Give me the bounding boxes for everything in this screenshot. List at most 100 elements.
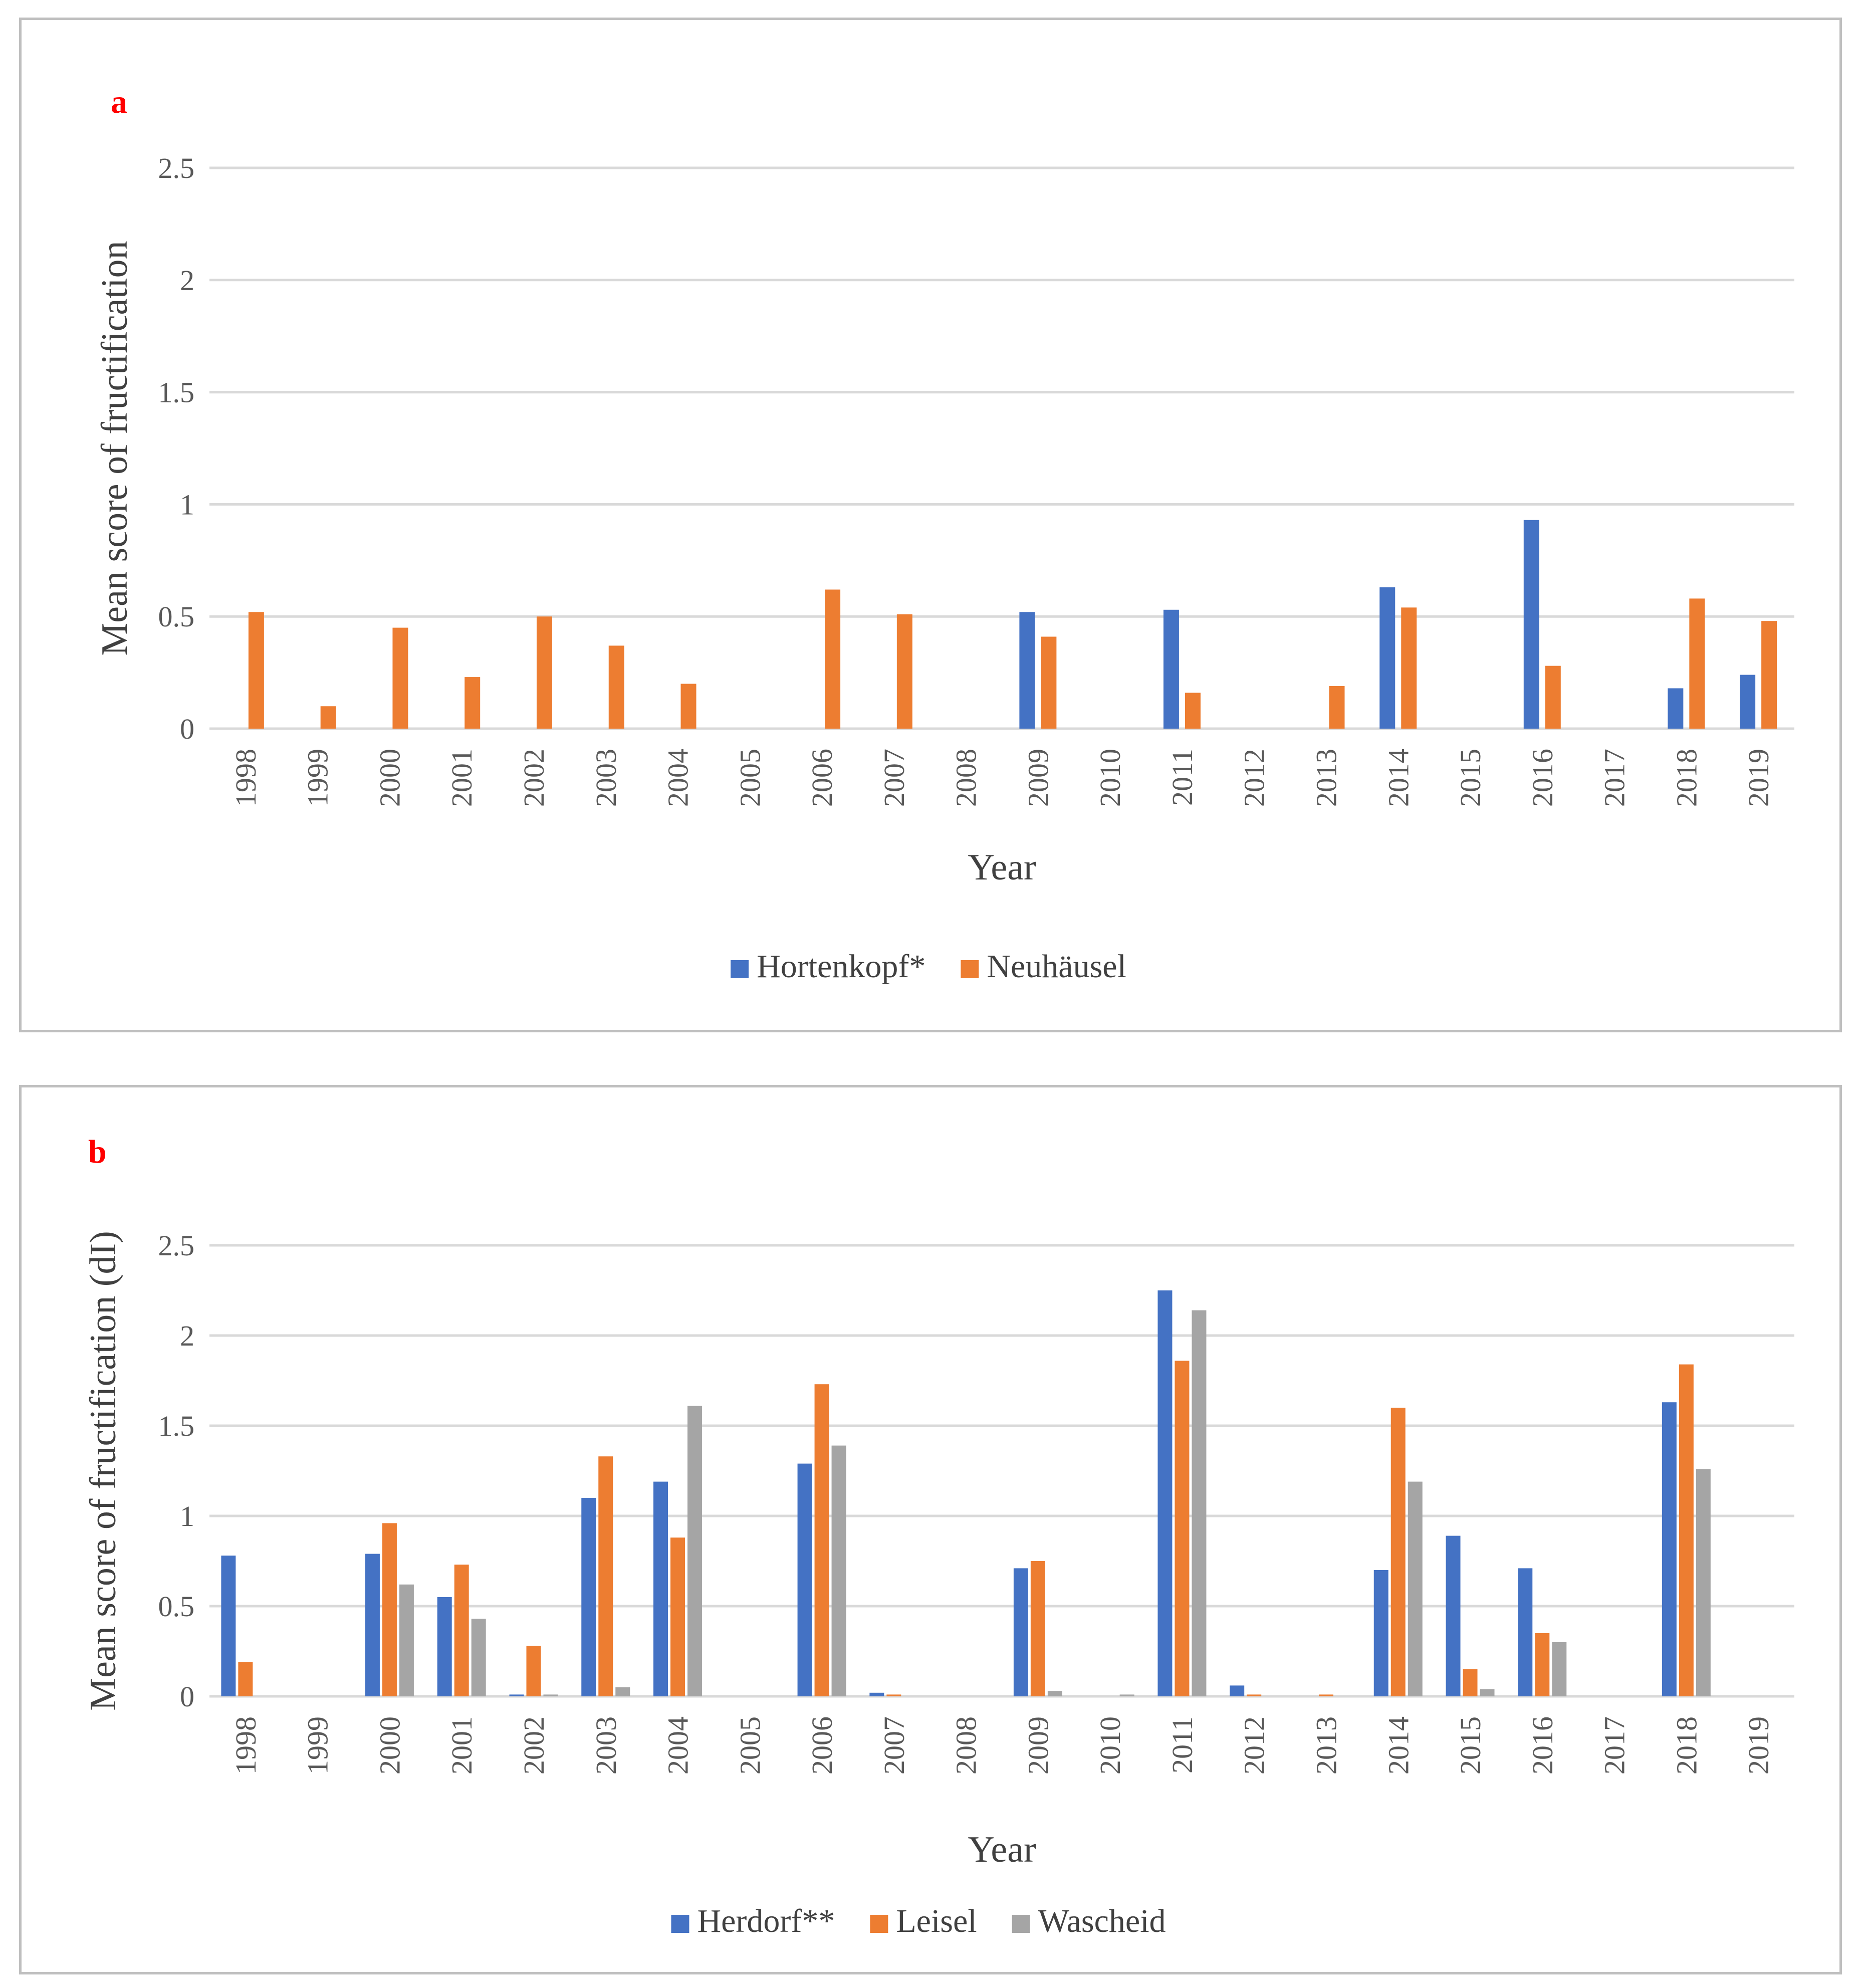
chart-b-bar-leisel-2014 [1390,1408,1406,1696]
chart-a-y-tick-label: 2 [180,264,194,297]
chart-a-y-tick-label: 2.5 [158,152,195,184]
chart-a-legend-label: Neuhäusel [987,948,1126,985]
chart-b-bar-leisel-2015 [1463,1669,1478,1696]
chart-b-x-tick-label: 2001 [445,1716,478,1775]
chart-b-y-tick-label: 2 [180,1319,194,1352]
chart-a-legend-item: Neuhäusel [961,948,1126,985]
chart-b-y-tick-label: 1.5 [158,1410,195,1442]
chart-b-legend-label: Herdorf** [697,1903,835,1939]
chart-a-bar-neuhusel-2011 [1185,693,1201,729]
chart-a-bar-hortenkopf-2019 [1740,675,1756,729]
chart-a-bar-neuhusel-2009 [1041,636,1057,729]
chart-b-bar-wascheid-2002 [543,1694,558,1696]
chart-a-bar-neuhusel-2006 [825,589,841,729]
chart-a-y-tick-label: 1 [180,488,194,521]
bar-chart-a: a 0 0.5 1 1.5 2 2.5 1998 1999 2000 2001 2002 2003 200… [94,84,1794,985]
chart-b-y-tick-label: 1 [180,1500,194,1532]
chart-a-x-tick-label: 2006 [806,749,838,807]
chart-b-bar-herdorf-2000 [365,1554,380,1696]
chart-b-bar-leisel-2013 [1318,1694,1333,1696]
chart-b-x-tick-label: 2012 [1238,1716,1271,1775]
chart-a-x-tick-label: 2011 [1166,749,1199,806]
chart-b-x-tick-label: 2018 [1670,1716,1703,1775]
chart-b-bar-wascheid-2016 [1552,1642,1567,1696]
chart-a-y-tick-label: 0 [180,713,194,745]
chart-panel-a: a 0 0.5 1 1.5 2 2.5 1998 1999 2000 2001 2002 2003 200… [19,18,1842,1032]
chart-b-bar-herdorf-2011 [1157,1290,1173,1696]
chart-b-bar-wascheid-2009 [1047,1691,1062,1696]
chart-a-legend-label: Hortenkopf* [757,948,925,985]
chart-b-x-tick-label: 2016 [1526,1716,1559,1775]
chart-a-x-tick-label: 2009 [1022,749,1054,807]
chart-b-bar-herdorf-1998 [221,1556,236,1696]
chart-b-x-tick-label: 2004 [662,1716,694,1775]
chart-b-legend-swatch [1012,1915,1030,1933]
chart-a-x-tick-label: 1999 [302,749,334,807]
chart-a-legend-swatch [731,960,749,978]
chart-b-bar-leisel-2007 [886,1694,901,1696]
chart-b-panel-letter: b [88,1134,107,1170]
chart-b-x-tick-label: 2006 [806,1716,838,1775]
chart-b-bar-herdorf-2002 [509,1694,524,1696]
chart-a-bar-neuhusel-2014 [1401,607,1417,729]
chart-b-bar-wascheid-2018 [1696,1469,1711,1696]
chart-b-bar-wascheid-2003 [615,1687,630,1696]
chart-a-x-tick-label: 2018 [1670,749,1703,807]
chart-a-x-tick-label: 2008 [950,749,983,807]
chart-b-bar-leisel-2011 [1175,1361,1190,1696]
chart-b-x-tick-label: 2002 [518,1716,550,1775]
chart-b-x-tick-label: 2010 [1094,1716,1126,1775]
chart-b-x-tick-label: 2017 [1598,1716,1631,1775]
chart-a-x-tick-label: 2007 [878,749,910,807]
chart-a-y-tick-label: 0.5 [158,600,195,633]
chart-b-bar-herdorf-2007 [869,1692,884,1696]
chart-b-x-tick-label: 2013 [1310,1716,1342,1775]
chart-a-legend-item: Hortenkopf* [731,948,925,985]
chart-a-bar-neuhusel-2007 [896,614,912,729]
chart-a-x-tick-label: 2019 [1742,749,1775,807]
chart-a-x-tick-label: 2001 [445,749,478,807]
chart-b-legend-item: Leisel [870,1903,977,1939]
chart-b-bar-wascheid-2001 [471,1619,486,1696]
chart-b-x-tick-label: 2008 [950,1716,983,1775]
chart-b-x-tick-label: 2014 [1382,1716,1415,1775]
chart-b-legend-label: Wascheid [1038,1903,1166,1939]
chart-b-bar-leisel-1998 [238,1662,253,1696]
chart-a-y-tick-label: 1.5 [158,376,195,409]
chart-b-bar-leisel-2009 [1030,1561,1045,1696]
chart-a-bar-neuhusel-1999 [320,706,336,729]
chart-b-bar-leisel-2001 [454,1565,469,1696]
chart-b-y-axis-title: Mean score of fructification (dI) [83,1231,124,1710]
chart-a-bar-hortenkopf-2009 [1019,612,1035,729]
chart-a-x-tick-label: 2015 [1454,749,1487,807]
chart-a-bar-hortenkopf-2016 [1523,520,1539,729]
chart-a-x-tick-label: 2000 [373,749,406,807]
chart-b-bar-wascheid-2004 [687,1406,703,1696]
bar-chart-b: b 0 0.5 1 1.5 2 2.5 1998 1999 2000 2001 2002 2003 200… [83,1134,1794,1939]
chart-b-x-tick-label: 2000 [373,1716,406,1775]
chart-b-x-tick-label: 2007 [878,1716,910,1775]
chart-b-legend-swatch [870,1915,888,1933]
chart-b-y-tick-label: 0.5 [158,1590,195,1623]
chart-b-bar-herdorf-2012 [1230,1685,1245,1696]
chart-b-bar-leisel-2012 [1247,1694,1262,1696]
chart-b-bar-wascheid-2006 [831,1445,846,1696]
chart-a-x-tick-label: 2005 [734,749,766,807]
chart-a-x-tick-label: 2003 [590,749,622,807]
chart-b-bar-leisel-2016 [1535,1633,1550,1696]
chart-a-legend-swatch [961,960,979,978]
chart-b-bar-leisel-2004 [670,1537,685,1696]
chart-a-x-tick-label: 2017 [1598,749,1631,807]
chart-b-bar-herdorf-2001 [437,1597,452,1696]
chart-b-bar-wascheid-2011 [1192,1310,1207,1696]
chart-a-bar-hortenkopf-2018 [1668,688,1684,729]
chart-b-x-tick-label: 2003 [590,1716,622,1775]
chart-a-x-tick-label: 2012 [1238,749,1271,807]
chart-a-x-tick-label: 2013 [1310,749,1342,807]
chart-b-x-axis-title: Year [968,1829,1036,1870]
chart-b-legend-item: Herdorf** [671,1903,835,1939]
chart-a-bar-neuhusel-2002 [536,616,552,729]
chart-b-bar-herdorf-2016 [1518,1568,1533,1696]
chart-b-bar-herdorf-2003 [581,1498,596,1696]
chart-b-bar-leisel-2002 [526,1646,541,1696]
